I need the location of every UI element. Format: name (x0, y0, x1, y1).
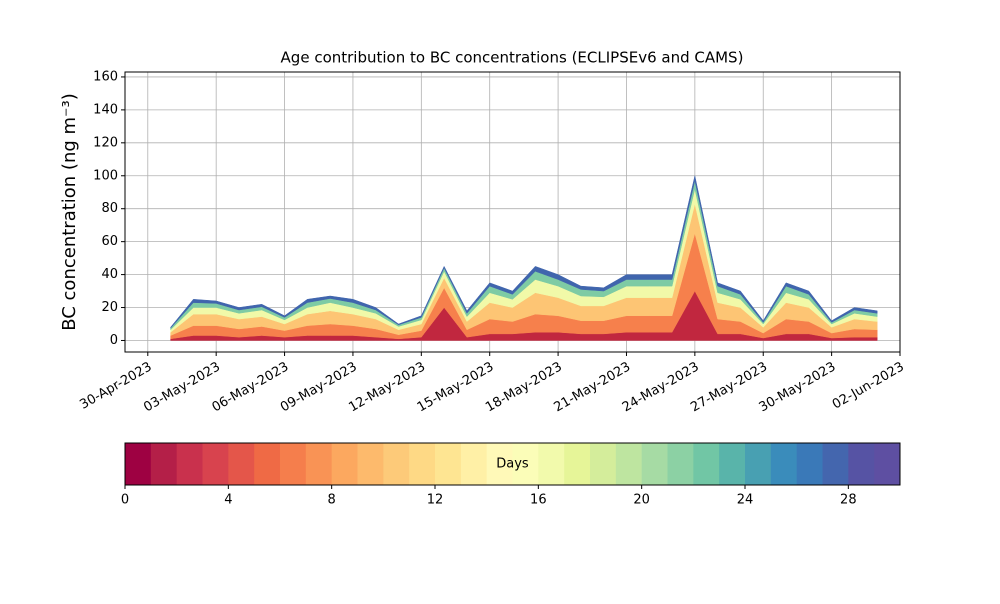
colorbar-swatch (693, 443, 720, 485)
plot-frame (124, 71, 901, 353)
colorbar-swatch (538, 443, 565, 485)
colorbar-swatch (460, 443, 488, 485)
colorbar-swatch (641, 443, 668, 485)
colorbar-swatch (409, 443, 436, 485)
colorbar-swatch (435, 443, 462, 485)
colorbar-swatch (512, 443, 539, 485)
colorbar-label: Days (496, 457, 529, 472)
colorbar-tick-label: 28 (840, 493, 857, 508)
colorbar-tick-label: 8 (328, 493, 336, 508)
colorbar-swatch (305, 443, 333, 485)
colorbar-tick-label: 24 (737, 493, 754, 508)
colorbar-swatch (331, 443, 358, 485)
colorbar-tick-label: 20 (633, 493, 650, 508)
colorbar-swatch (796, 443, 823, 485)
y-tick-label: 100 (93, 168, 118, 183)
y-tick-label: 20 (101, 300, 118, 315)
y-tick-label: 120 (93, 135, 118, 150)
colorbar-tick-label: 0 (121, 493, 129, 508)
colorbar-swatch (280, 443, 307, 485)
colorbar-swatch (822, 443, 849, 485)
colorbar-swatch (564, 443, 591, 485)
colorbar-swatch (150, 443, 178, 485)
colorbar-tick-label: 12 (427, 493, 444, 508)
colorbar-swatch (719, 443, 746, 485)
colorbar-swatch (383, 443, 410, 485)
area-layer (170, 175, 878, 329)
colorbar-swatch (176, 443, 203, 485)
colorbar-swatch (254, 443, 281, 485)
chart-title: Age contribution to BC concentrations (E… (281, 49, 744, 67)
colorbar-swatch (848, 443, 875, 485)
colorbar-swatch (486, 443, 513, 485)
y-axis-label: BC concentration (ng m⁻³) (59, 93, 80, 331)
colorbar-swatch (228, 443, 255, 485)
colorbar-swatch (745, 443, 772, 485)
colorbar-tick-label: 4 (224, 493, 232, 508)
y-tick-label: 40 (101, 267, 118, 282)
colorbar-swatch (615, 443, 643, 485)
colorbar-swatch (590, 443, 617, 485)
y-tick-label: 80 (101, 201, 118, 216)
y-tick-label: 160 (93, 69, 118, 84)
colorbar-swatch (202, 443, 229, 485)
colorbar-swatch (125, 443, 152, 485)
y-tick-label: 140 (93, 102, 118, 117)
y-tick-label: 60 (101, 234, 118, 249)
colorbar-tick-label: 16 (530, 493, 547, 508)
colorbar-swatch (770, 443, 798, 485)
colorbar-swatch (357, 443, 384, 485)
colorbar-swatch (667, 443, 694, 485)
y-tick-label: 0 (110, 333, 118, 348)
colorbar-swatch (874, 443, 901, 485)
colorbar-frame (124, 442, 901, 486)
